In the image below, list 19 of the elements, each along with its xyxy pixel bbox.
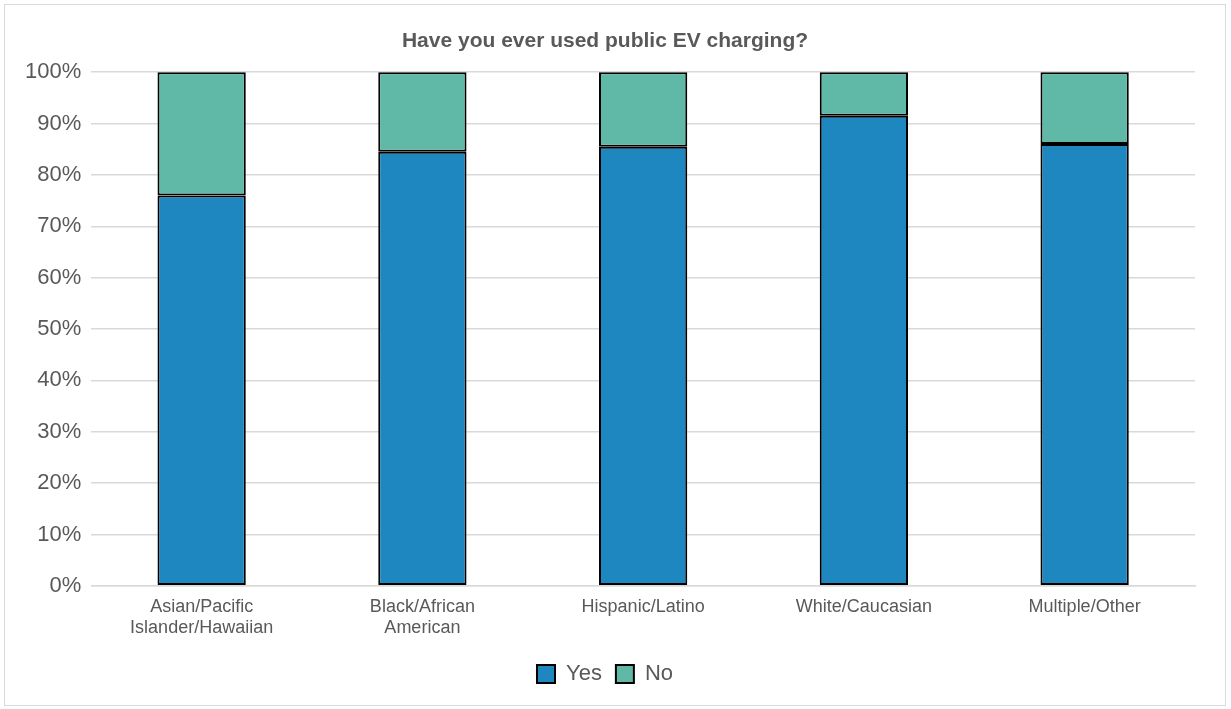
y-tick-label: 70% [37, 212, 82, 238]
y-tick-label: 80% [37, 160, 82, 186]
x-tick-label: Multiple/Other [1028, 595, 1141, 616]
legend-label: Yes [565, 660, 602, 686]
y-tick-label: 30% [37, 417, 82, 443]
x-tick-label: Asian/Pacific Islander/Hawaiian [130, 595, 274, 638]
y-tick-label: 100% [24, 58, 82, 84]
y-tick-label: 10% [37, 520, 82, 546]
y-tick-label: 60% [37, 263, 82, 289]
y-tick-label: 20% [37, 469, 82, 495]
x-tick-label: Hispanic/Latino [581, 595, 705, 616]
legend-label: No [644, 660, 674, 686]
y-tick-label: 0% [49, 571, 82, 597]
y-tick-label: 40% [37, 366, 82, 392]
y-tick-label: 90% [37, 109, 82, 135]
x-tick-label: Black/African American [369, 595, 475, 638]
x-tick-label: White/Caucasian [795, 595, 932, 616]
chart-title: Have you ever used public EV charging? [401, 28, 809, 52]
y-tick-label: 50% [37, 315, 82, 341]
